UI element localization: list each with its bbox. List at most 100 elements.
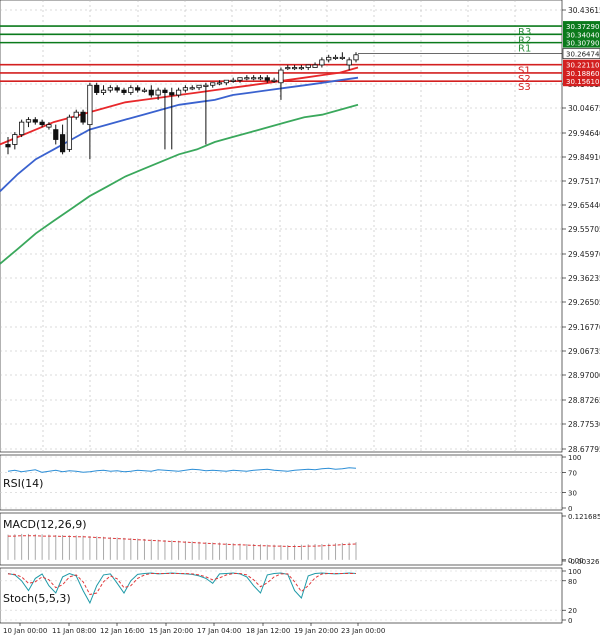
candle — [80, 109, 86, 125]
candle — [148, 85, 154, 98]
candle — [100, 85, 107, 96]
candle-body — [298, 67, 305, 70]
candle-body — [237, 77, 243, 81]
candle-body — [32, 119, 38, 123]
rsi-tick-label: 30 — [568, 490, 577, 498]
candles — [5, 52, 359, 160]
time-tick-label: 17 Jan 04:00 — [197, 627, 241, 635]
candle-body — [107, 87, 113, 91]
resistance-value-box — [563, 29, 600, 40]
candle — [19, 119, 25, 138]
candle — [162, 87, 168, 150]
candle-body — [332, 56, 339, 59]
price-tick-label: 28.97000 — [568, 371, 600, 380]
candle — [353, 52, 359, 63]
candle-body — [100, 89, 107, 93]
current-price-label: 30.26474 — [566, 51, 600, 59]
candle-body — [155, 89, 161, 96]
candle — [230, 77, 236, 83]
stoch-tick-label: 0 — [568, 617, 572, 625]
candle-body — [128, 87, 134, 93]
candle — [169, 87, 175, 150]
candle — [251, 75, 257, 81]
price-tick-label: 29.75170 — [568, 177, 600, 186]
candle-body — [53, 129, 59, 140]
resistance-label: R1 — [518, 44, 531, 55]
candle — [73, 109, 79, 120]
candle — [107, 85, 113, 93]
candle — [182, 85, 189, 93]
candle — [121, 87, 127, 96]
time-axis: 10 Jan 00:00 11 Jan 08:00 12 Jan 16:00 15 J… — [3, 623, 385, 635]
candle — [39, 119, 45, 128]
candle-body — [162, 89, 168, 93]
candle — [94, 82, 100, 96]
support-label: S1 — [518, 66, 531, 77]
candle — [5, 137, 11, 155]
support-value-box — [563, 76, 600, 87]
stoch-group: 100 80 20 0 Stoch(5,5,3) — [0, 568, 581, 625]
candle — [32, 117, 38, 125]
support-value: 30.18860 — [566, 70, 599, 78]
candle — [332, 54, 339, 60]
candle-body — [87, 84, 93, 126]
candle — [128, 85, 134, 96]
resistance-label: R3 — [518, 27, 531, 38]
moving-average-line — [0, 76, 359, 192]
candle-body — [73, 111, 79, 118]
stoch-tick-label: 20 — [568, 607, 577, 615]
candle-body — [285, 67, 291, 70]
candle-body — [216, 82, 223, 85]
candle-body — [346, 59, 352, 66]
stoch-d-line — [7, 573, 356, 596]
candle-body — [19, 121, 25, 135]
candle-body — [189, 87, 195, 90]
candle-body — [305, 64, 311, 68]
price-tick-label: 28.67795 — [568, 445, 600, 454]
price-tick-label: 29.55705 — [568, 225, 600, 234]
candle — [141, 87, 148, 93]
rsi-label: RSI(14) — [3, 477, 43, 490]
candle-body — [251, 77, 257, 80]
candle-body — [46, 124, 52, 128]
rsi-tick-label: 70 — [568, 469, 577, 477]
candle-body — [210, 82, 216, 86]
candle-body — [312, 64, 318, 68]
candle — [175, 87, 182, 98]
candle — [189, 85, 195, 91]
candle-body — [39, 121, 45, 126]
resistance-value-box — [563, 21, 600, 32]
candle-body — [141, 89, 148, 92]
candle — [114, 85, 120, 93]
candle — [53, 124, 59, 145]
candle — [319, 57, 325, 68]
candle — [278, 67, 284, 100]
price-tick-label: 29.16770 — [568, 323, 600, 332]
candle — [216, 80, 223, 86]
candle-body — [244, 77, 250, 80]
price-tick-label: 29.84910 — [568, 153, 600, 162]
candle-body — [271, 79, 277, 82]
stoch-tick-label: 100 — [568, 568, 581, 576]
candle-body — [223, 79, 229, 84]
stoch-panel — [0, 567, 563, 624]
candle — [25, 117, 32, 128]
candle — [66, 114, 73, 152]
candle-body — [148, 89, 154, 96]
candle — [46, 122, 52, 130]
candle — [155, 87, 161, 100]
candle-body — [319, 59, 325, 66]
price-tick-label: 29.26505 — [568, 298, 600, 307]
candle — [285, 64, 291, 71]
candle — [196, 84, 202, 91]
candle-body — [114, 87, 120, 91]
candle-body — [353, 54, 359, 61]
current-price-box — [562, 48, 600, 59]
stoch-tick-label: 80 — [568, 578, 577, 586]
macd-group: 0.121685 0.00-0.00326 MACD(12,26,9) — [3, 513, 600, 566]
resistance-value-box — [563, 37, 600, 48]
candle-body — [5, 144, 11, 148]
candle-body — [121, 89, 127, 93]
candle — [326, 54, 332, 63]
price-tick-label: 28.77530 — [568, 420, 600, 429]
